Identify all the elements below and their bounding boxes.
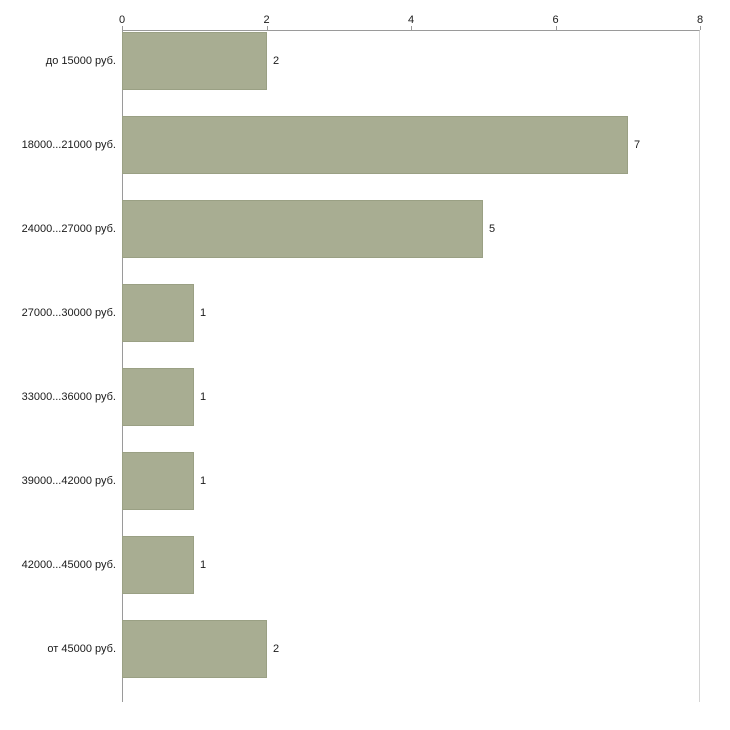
plot-area bbox=[122, 30, 700, 702]
value-label: 2 bbox=[273, 55, 280, 67]
category-label: 42000...45000 руб. bbox=[21, 559, 116, 571]
bar bbox=[122, 284, 194, 342]
bar bbox=[122, 452, 194, 510]
x-axis: 0 2 4 6 8 bbox=[118, 10, 704, 30]
bar bbox=[122, 116, 628, 174]
x-tick-mark bbox=[700, 26, 701, 30]
category-label: 39000...42000 руб. bbox=[21, 475, 116, 487]
category-label: 27000...30000 руб. bbox=[21, 307, 116, 319]
x-tick-label: 8 bbox=[696, 14, 704, 26]
bar bbox=[122, 200, 483, 258]
bar-row: 24000...27000 руб. 5 bbox=[0, 198, 730, 282]
bar-row: до 15000 руб. 2 bbox=[0, 30, 730, 114]
category-label: до 15000 руб. bbox=[45, 55, 116, 67]
x-tick-mark bbox=[411, 26, 412, 30]
bar bbox=[122, 536, 194, 594]
value-label: 1 bbox=[200, 391, 207, 403]
bar-rows: до 15000 руб. 2 18000...21000 руб. 7 24000..… bbox=[0, 30, 730, 702]
category-label: от 45000 руб. bbox=[47, 643, 116, 655]
x-tick-mark bbox=[122, 26, 123, 30]
bar-row: от 45000 руб. 2 bbox=[0, 618, 730, 702]
value-label: 2 bbox=[273, 643, 280, 655]
category-label: 18000...21000 руб. bbox=[21, 139, 116, 151]
category-label: 33000...36000 руб. bbox=[21, 391, 116, 403]
bar-row: 42000...45000 руб. 1 bbox=[0, 534, 730, 618]
value-label: 1 bbox=[200, 475, 207, 487]
bar bbox=[122, 32, 267, 90]
category-label: 24000...27000 руб. bbox=[21, 223, 116, 235]
x-tick-label: 2 bbox=[263, 14, 270, 26]
value-label: 5 bbox=[489, 223, 496, 235]
x-tick-label: 6 bbox=[552, 14, 559, 26]
x-tick-label: 4 bbox=[407, 14, 415, 26]
value-label: 1 bbox=[200, 559, 207, 571]
bar bbox=[122, 620, 267, 678]
x-tick-mark bbox=[266, 26, 268, 30]
bar bbox=[122, 368, 194, 426]
bar-row: 39000...42000 руб. 1 bbox=[0, 450, 730, 534]
value-label: 1 bbox=[200, 307, 207, 319]
bar-row: 18000...21000 руб. 7 bbox=[0, 114, 730, 198]
x-tick-label: 0 bbox=[118, 14, 126, 26]
value-label: 7 bbox=[634, 139, 641, 151]
bar-row: 27000...30000 руб. 1 bbox=[0, 282, 730, 366]
x-tick-mark bbox=[555, 26, 557, 30]
bar-row: 33000...36000 руб. 1 bbox=[0, 366, 730, 450]
